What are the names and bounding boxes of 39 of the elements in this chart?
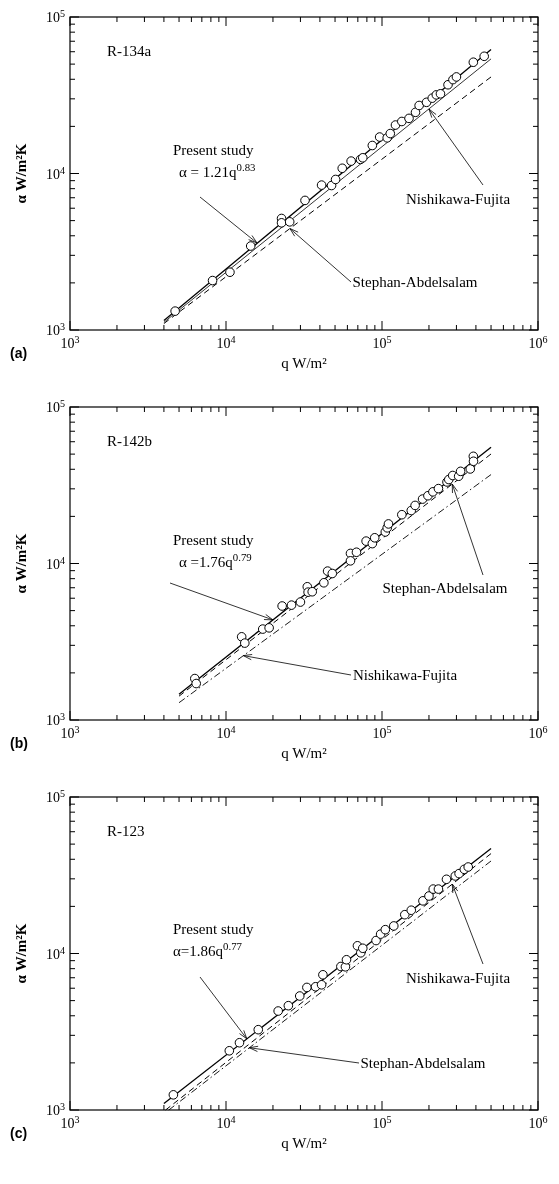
annotation: Nishikawa-Fujita [405, 970, 511, 986]
y-tick-label: 10$^{5}$ [45, 787, 65, 805]
y-axis-title: α W/m²K [13, 923, 29, 984]
x-tick-label: 10$^{4}$ [216, 1113, 236, 1131]
y-tick-label: 10$^{4}$ [45, 944, 65, 962]
annotation: Present study [173, 532, 254, 548]
y-tick-label: 10$^{4}$ [45, 164, 65, 182]
x-tick-label: 10$^{4}$ [216, 723, 236, 741]
annotation: Nishikawa-Fujita [405, 191, 511, 207]
annotation: Nishikawa-Fujita [352, 667, 458, 683]
annotation: Stephan-Abdelsalam [360, 1055, 486, 1071]
x-axis-title: q W/m² [281, 1135, 328, 1151]
x-tick-label: 10$^{6}$ [528, 333, 548, 351]
annotation: Present study [173, 921, 254, 937]
x-tick-label: 10$^{5}$ [372, 1113, 392, 1131]
x-tick-label: 10$^{5}$ [372, 333, 392, 351]
y-tick-label: 10$^{5}$ [45, 7, 65, 25]
x-tick-label: 10$^{4}$ [216, 333, 236, 351]
annotation: Stephan-Abdelsalam [352, 274, 478, 290]
x-tick-label: 10$^{6}$ [528, 1113, 548, 1131]
annotation: α = 1.21q$^{0.83}$ [179, 161, 256, 180]
text: (b) [10, 735, 28, 751]
y-tick-label: 10$^{5}$ [45, 397, 65, 415]
annotation: Present study [173, 142, 254, 158]
x-tick-label: 10$^{6}$ [528, 723, 548, 741]
annotation: R-142b [107, 433, 152, 449]
x-axis-title: q W/m² [281, 355, 328, 371]
annotation: α=1.86q$^{0.77}$ [173, 940, 243, 959]
y-axis-title: α W/m²K [13, 143, 29, 204]
annotation: α =1.76q$^{0.79}$ [179, 551, 252, 570]
x-axis-title: q W/m² [281, 745, 328, 761]
annotation: R-123 [107, 823, 145, 839]
y-axis-title: α W/m²K [13, 533, 29, 594]
text: (a) [10, 345, 28, 361]
annotation: R-134a [107, 43, 152, 59]
y-tick-label: 10$^{4}$ [45, 554, 65, 572]
annotation: Stephan-Abdelsalam [382, 580, 508, 596]
x-tick-label: 10$^{5}$ [372, 723, 392, 741]
text: (c) [10, 1125, 28, 1141]
